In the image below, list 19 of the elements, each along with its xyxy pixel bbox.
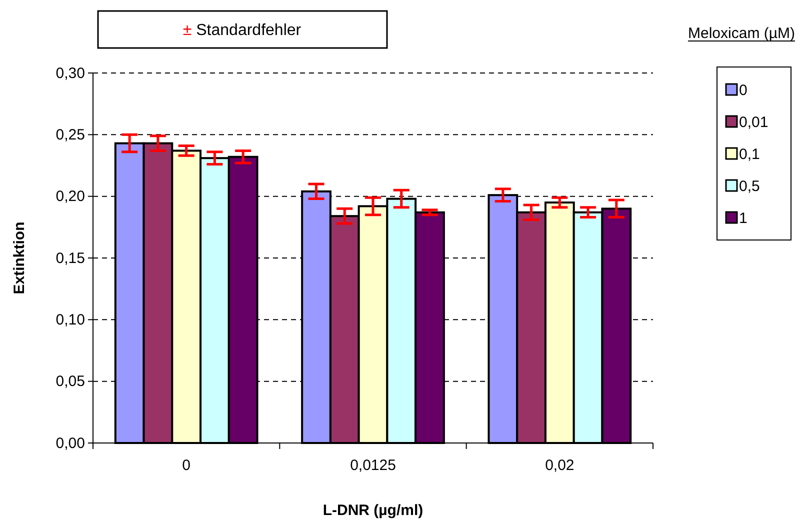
y-axis-title: Extinktion — [11, 222, 28, 294]
legend-label: 0,1 — [739, 146, 760, 163]
x-tick-label: 0 — [182, 457, 191, 474]
x-axis-title: L-DNR (µg/ml) — [322, 502, 424, 519]
legend-label: 0,01 — [739, 114, 768, 131]
x-tick-label: 0,02 — [545, 457, 574, 474]
x-tick-label: 0,0125 — [350, 457, 396, 474]
legend-label: 1 — [739, 210, 748, 227]
y-tick-label: 0,30 — [56, 64, 85, 82]
y-tick-label: 0,00 — [56, 434, 85, 452]
y-tick-label: 0,15 — [56, 250, 85, 267]
y-tick-label: 0,05 — [56, 373, 85, 390]
y-tick-label: 0,10 — [56, 311, 85, 328]
y-tick-label: 0,25 — [56, 126, 85, 144]
legend-label: 0,5 — [739, 178, 760, 195]
legend-label: 0 — [739, 82, 748, 99]
legend-title: Meloxicam (µM) — [688, 25, 795, 42]
y-tick-label: 0,20 — [56, 188, 85, 206]
text: ± Standardfehler — [182, 22, 302, 39]
